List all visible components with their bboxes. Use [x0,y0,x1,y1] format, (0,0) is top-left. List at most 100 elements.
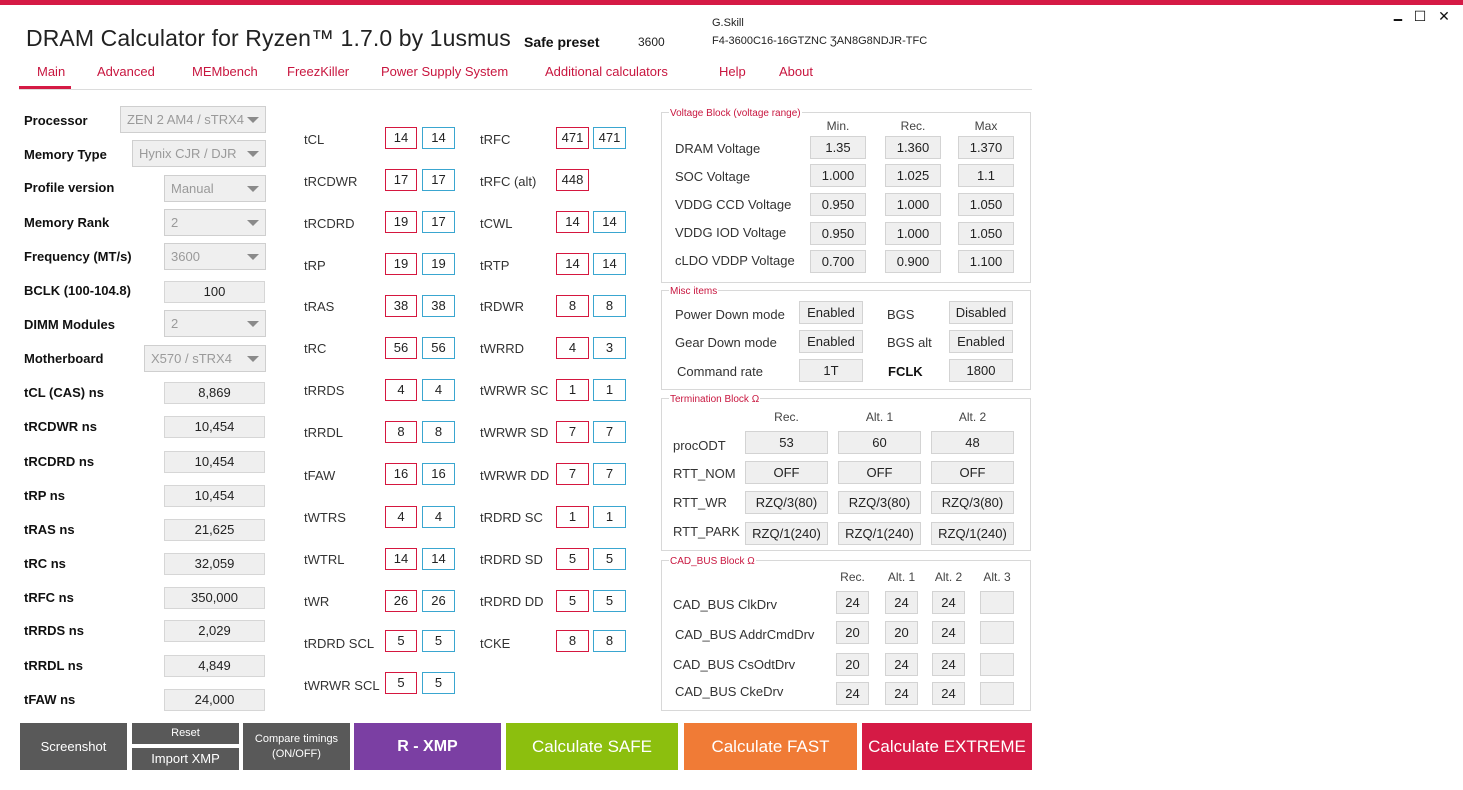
cadbus-value: 24 [932,653,965,676]
chevron-down-icon [247,254,259,260]
termination-value: RZQ/3(80) [838,491,921,514]
termination-header-alt2: Alt. 2 [958,410,987,424]
timing-label: tWRWR DD [480,468,550,483]
timing-label: tRTP [480,258,510,273]
timing-calc-value: 7 [556,421,589,443]
timing-label: tRFC [480,132,511,147]
timing-calc-value: 1 [556,506,589,528]
voltage-min: 0.700 [810,250,866,273]
chevron-down-icon [247,117,259,123]
cadbus-value [980,653,1014,676]
timing-label: tRDWR [480,299,525,314]
screenshot-button[interactable]: Screenshot [20,723,127,770]
compare-timings-sublabel: (ON/OFF) [272,748,321,760]
bgs-value: Disabled [949,301,1013,324]
command-rate-value: 1T [799,359,863,382]
tab-freezkiller[interactable]: FreezKiller [287,64,350,79]
memory-rank-select[interactable]: 2 [164,209,266,236]
termination-value: 48 [931,431,1014,454]
termination-header-rec: Rec. [774,410,799,424]
cadbus-block-title: CAD_BUS Block Ω [669,556,756,567]
termination-value: RZQ/1(240) [931,522,1014,545]
timing-calc-value: 7 [556,463,589,485]
termination-value: OFF [745,461,828,484]
r-xmp-button[interactable]: R - XMP [354,723,501,770]
tab-power-supply-system[interactable]: Power Supply System [381,64,509,79]
memory-type-select[interactable]: Hynix CJR / DJR [132,140,266,167]
timing-xmp-value: 3 [593,337,626,359]
timing-xmp-value: 4 [422,379,455,401]
calculate-extreme-button[interactable]: Calculate EXTREME [862,723,1032,770]
motherboard-select[interactable]: X570 / sTRX4 [144,345,266,372]
timing-label: tWRWR SD [480,425,549,440]
minimize-icon[interactable]: 🗕 [1393,10,1403,26]
timing-calc-value: 1 [556,379,589,401]
timing-calc-value: 19 [385,253,417,275]
timing-xmp-value: 5 [422,672,455,694]
timing-xmp-value: 19 [422,253,455,275]
cadbus-label: CAD_BUS AddrCmdDrv [675,627,815,642]
bgs-alt-value: Enabled [949,330,1013,353]
frequency-select[interactable]: 3600 [164,243,266,270]
tab-advanced[interactable]: Advanced [97,64,155,79]
nav-divider [19,89,1032,90]
ns-value: 4,849 [164,655,265,677]
timing-label: tRDRD DD [480,594,544,609]
cadbus-label: CAD_BUS CkeDrv [675,684,784,699]
compare-timings-button[interactable]: Compare timings (ON/OFF) [243,723,350,770]
cadbus-value: 24 [932,682,965,705]
processor-select[interactable]: ZEN 2 AM4 / sTRX4 [120,106,266,133]
timing-xmp-value: 1 [593,379,626,401]
bclk-input[interactable]: 100 [164,281,265,303]
tab-additional-calculators[interactable]: Additional calculators [545,64,668,79]
timing-label: tCL [304,132,325,147]
ns-value: 8,869 [164,382,265,404]
tab-help[interactable]: Help [719,64,746,79]
ns-value: 10,454 [164,416,265,438]
close-icon[interactable]: ✕ [1438,8,1450,24]
compare-timings-label: Compare timings [254,733,339,745]
voltage-max: 1.050 [958,222,1014,245]
termination-label: RTT_WR [673,495,727,510]
calculate-fast-button[interactable]: Calculate FAST [684,723,857,770]
timing-calc-value: 16 [385,463,417,485]
timing-xmp-value: 1 [593,506,626,528]
ns-label: tRRDS ns [24,623,84,638]
profile-version-select[interactable]: Manual [164,175,266,202]
ns-label: tRP ns [24,488,65,503]
voltage-rec: 1.000 [885,222,941,245]
timing-calc-value: 5 [385,672,417,694]
import-xmp-button[interactable]: Import XMP [132,748,239,770]
termination-value: RZQ/3(80) [745,491,828,514]
power-down-label: Power Down mode [675,307,785,322]
voltage-rec: 0.900 [885,250,941,273]
active-tab-indicator [19,86,71,89]
timing-label: tWRWR SC [480,383,549,398]
chevron-down-icon [247,186,259,192]
voltage-rec: 1.025 [885,164,941,187]
timing-label: tCKE [480,636,511,651]
gear-down-value: Enabled [799,330,863,353]
timing-xmp-value: 26 [422,590,455,612]
tab-about[interactable]: About [779,64,813,79]
voltage-header-max: Max [974,119,998,133]
tab-membench[interactable]: MEMbench [192,64,258,79]
tab-main[interactable]: Main [37,64,66,79]
gear-down-label: Gear Down mode [675,335,777,350]
reset-button[interactable]: Reset [132,723,239,744]
voltage-label: SOC Voltage [675,169,751,184]
chevron-down-icon [247,356,259,362]
voltage-min: 1.35 [810,136,866,159]
bclk-label: BCLK (100-104.8) [24,283,131,298]
cadbus-header-alt3: Alt. 3 [983,570,1011,584]
dimm-modules-select[interactable]: 2 [164,310,266,337]
timing-label: tRDRD SC [480,510,543,525]
calculate-safe-button[interactable]: Calculate SAFE [506,723,678,770]
maximize-icon[interactable]: ☐ [1413,8,1427,24]
timing-calc-value: 14 [556,253,589,275]
timing-label: tWTRS [304,510,346,525]
voltage-rec: 1.360 [885,136,941,159]
window-accent-bar [0,0,1463,5]
timing-calc-value: 471 [556,127,589,149]
timing-label: tRP [304,258,326,273]
